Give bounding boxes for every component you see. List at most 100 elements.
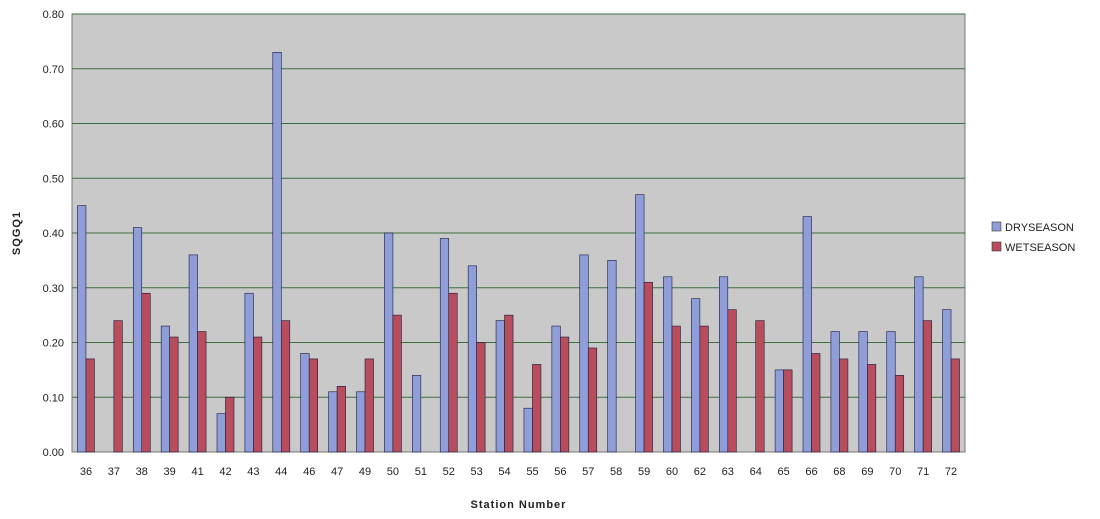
bar-wetseason-70 xyxy=(894,375,905,453)
x-tick-label: 52 xyxy=(443,466,455,478)
bar-dryseason-57 xyxy=(579,254,589,453)
x-tick-label: 42 xyxy=(219,466,231,478)
x-tick-label: 46 xyxy=(303,466,315,478)
bar-dryseason-52 xyxy=(439,238,450,453)
bar-dryseason-58 xyxy=(607,260,617,453)
bar-wetseason-62 xyxy=(699,325,709,453)
bar-dryseason-46 xyxy=(300,353,310,453)
x-tick-label: 65 xyxy=(777,466,789,478)
bar-dryseason-72 xyxy=(942,309,952,453)
bar-wetseason-54 xyxy=(504,314,514,453)
x-tick-label: 55 xyxy=(526,466,538,478)
legend-label-wetseason: WETSEASON xyxy=(1005,242,1075,254)
x-tick-label: 69 xyxy=(861,466,873,478)
x-tick-label: 50 xyxy=(387,466,399,478)
y-tick-label: 0.10 xyxy=(43,392,64,404)
bar-wetseason-43 xyxy=(253,336,263,453)
bar-wetseason-50 xyxy=(392,314,402,453)
bar-wetseason-64 xyxy=(755,320,765,453)
bar-dryseason-43 xyxy=(244,292,254,453)
bar-dryseason-50 xyxy=(384,232,394,453)
x-tick-label: 63 xyxy=(722,466,734,478)
bar-wetseason-59 xyxy=(643,281,653,453)
x-tick-label: 64 xyxy=(750,466,762,478)
x-tick-label: 58 xyxy=(610,466,622,478)
bar-wetseason-72 xyxy=(950,358,960,453)
bar-dryseason-44 xyxy=(272,52,282,453)
bar-dryseason-51 xyxy=(412,375,422,453)
bar-wetseason-69 xyxy=(867,364,877,453)
bar-dryseason-55 xyxy=(523,407,533,453)
y-tick-label: 0.80 xyxy=(43,9,64,21)
x-tick-label: 37 xyxy=(108,466,120,478)
bar-dryseason-41 xyxy=(188,254,198,453)
x-tick-label: 56 xyxy=(554,466,566,478)
x-tick-label: 38 xyxy=(136,466,148,478)
bar-dryseason-36 xyxy=(77,205,87,453)
bar-wetseason-52 xyxy=(448,292,458,453)
bar-dryseason-70 xyxy=(886,331,896,453)
bar-dryseason-60 xyxy=(663,276,673,453)
bar-wetseason-46 xyxy=(308,358,319,453)
legend-label-dryseason: DRYSEASON xyxy=(1005,222,1074,234)
bar-wetseason-47 xyxy=(336,385,346,453)
bar-dryseason-62 xyxy=(691,298,701,453)
bar-wetseason-66 xyxy=(811,353,821,453)
legend-swatch-dryseason xyxy=(991,221,1002,232)
x-tick-label: 66 xyxy=(805,466,817,478)
bar-wetseason-39 xyxy=(169,336,179,453)
bar-dryseason-53 xyxy=(467,265,477,453)
x-tick-label: 62 xyxy=(694,466,706,478)
x-tick-label: 71 xyxy=(917,466,929,478)
x-tick-label: 43 xyxy=(247,466,259,478)
bar-dryseason-63 xyxy=(718,276,729,453)
bar-wetseason-57 xyxy=(587,347,598,453)
legend: DRYSEASON WETSEASON xyxy=(991,221,1075,254)
x-tick-label: 68 xyxy=(833,466,845,478)
y-tick-label: 0.20 xyxy=(43,338,64,350)
bar-wetseason-60 xyxy=(671,325,681,453)
bar-wetseason-49 xyxy=(364,358,374,453)
x-tick-label: 51 xyxy=(415,466,427,478)
y-tick-label: 0.50 xyxy=(43,173,64,185)
x-tick-label: 60 xyxy=(666,466,678,478)
bar-dryseason-65 xyxy=(774,369,784,453)
bar-wetseason-71 xyxy=(922,320,932,453)
y-tick-label: 0.30 xyxy=(43,283,64,295)
bar-wetseason-65 xyxy=(783,369,793,453)
bar-wetseason-38 xyxy=(141,292,151,453)
y-tick-label: 0.00 xyxy=(43,447,64,459)
bar-wetseason-41 xyxy=(197,331,207,453)
x-tick-label: 53 xyxy=(471,466,483,478)
x-tick-label: 49 xyxy=(359,466,371,478)
bar-dryseason-38 xyxy=(132,227,143,453)
bar-wetseason-37 xyxy=(113,320,123,453)
y-tick-label: 0.70 xyxy=(43,64,64,76)
x-tick-label: 44 xyxy=(275,466,287,478)
bar-dryseason-68 xyxy=(830,331,840,453)
bar-dryseason-47 xyxy=(328,391,338,453)
x-tick-label: 70 xyxy=(889,466,901,478)
bar-dryseason-71 xyxy=(914,276,924,453)
bar-dryseason-49 xyxy=(356,391,366,453)
x-axis-title: Station Number xyxy=(471,499,567,511)
y-tick-label: 0.40 xyxy=(43,228,64,240)
legend-swatch-wetseason xyxy=(991,241,1002,252)
x-tick-label: 72 xyxy=(945,466,957,478)
bar-dryseason-54 xyxy=(495,320,505,453)
y-tick-label: 0.60 xyxy=(43,119,64,131)
x-tick-label: 47 xyxy=(331,466,343,478)
x-tick-label: 54 xyxy=(498,466,510,478)
bar-wetseason-53 xyxy=(476,342,486,453)
y-axis-title: SQGQ1 xyxy=(11,211,23,255)
bar-wetseason-36 xyxy=(85,358,95,453)
x-axis-ticks: 36 37 38 39 41 42 43 44 46 47 49 50 51 52 53 54 55 56 57 58… xyxy=(80,466,957,478)
bar-wetseason-56 xyxy=(560,336,570,453)
x-tick-label: 41 xyxy=(191,466,203,478)
x-tick-label: 36 xyxy=(80,466,92,478)
x-tick-label: 39 xyxy=(164,466,176,478)
bar-wetseason-44 xyxy=(280,320,291,453)
bar-dryseason-66 xyxy=(802,216,812,453)
